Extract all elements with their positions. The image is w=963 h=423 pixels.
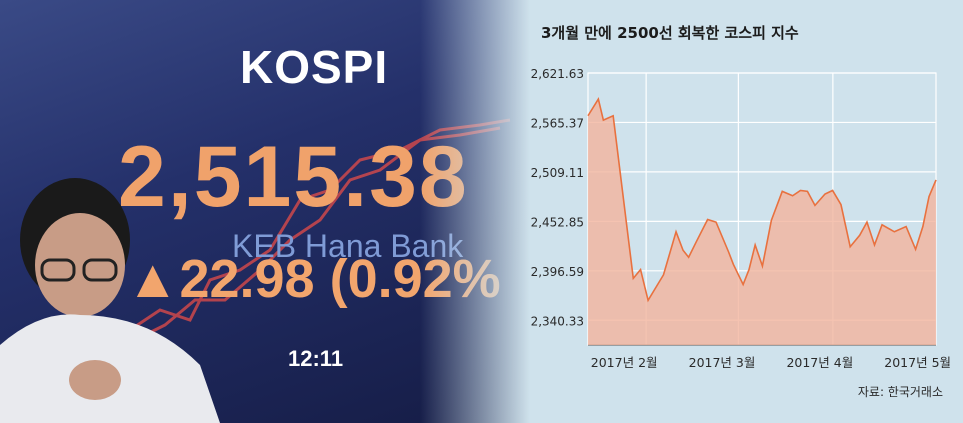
y-tick-label: 2,621.63	[531, 67, 584, 81]
photo-fade	[420, 0, 530, 423]
y-tick-label: 2,340.33	[531, 314, 584, 328]
area-fill	[588, 99, 936, 345]
y-tick-label: 2,565.37	[531, 116, 584, 130]
board-time: 12:11	[288, 346, 344, 371]
x-tick-label: 2017년 2월	[591, 355, 658, 370]
y-tick-label: 2,452.85	[531, 215, 584, 229]
chart-title: 3개월 만에 2500선 회복한 코스피 지수	[541, 24, 799, 42]
y-tick-label: 2,509.11	[531, 166, 584, 180]
board-title: KOSPI	[240, 41, 389, 93]
series-line	[587, 96, 937, 303]
x-tick-label: 2017년 4월	[786, 355, 853, 370]
person-silhouette	[0, 178, 220, 423]
y-tick-label: 2,396.59	[531, 265, 584, 279]
board-value: 2,515.38	[118, 129, 469, 225]
kospi-board-photo: KOSPI 2,515.38 KEB Hana Bank ▲22.98 (0.9…	[0, 0, 530, 423]
chart-source: 자료: 한국거래소	[857, 385, 943, 399]
x-tick-label: 2017년 5월	[884, 355, 951, 370]
x-tick-label: 2017년 3월	[689, 355, 756, 370]
